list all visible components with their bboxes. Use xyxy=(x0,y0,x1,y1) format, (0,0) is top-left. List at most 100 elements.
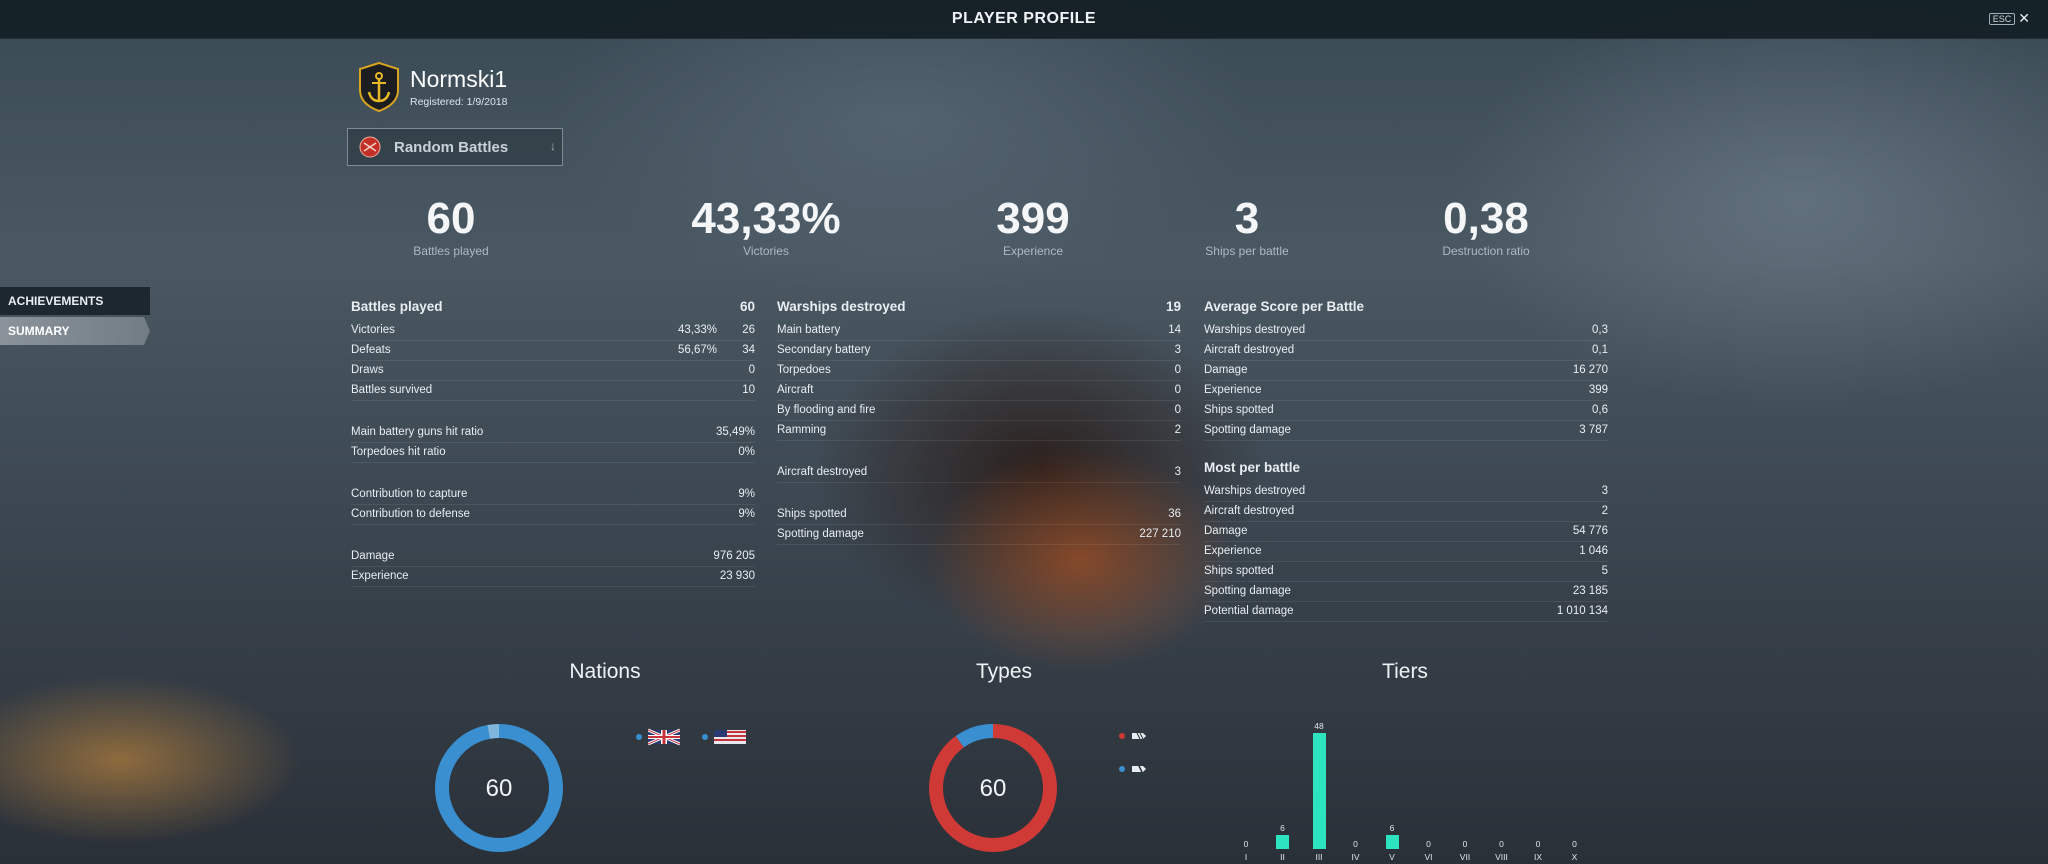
anchor-rank-icon xyxy=(359,62,399,112)
stat-value: 2 xyxy=(1174,424,1181,436)
big-stat-label: Experience xyxy=(1002,244,1064,258)
tier-count-label: 6 xyxy=(1389,822,1395,833)
stat-label: Defeats xyxy=(351,344,391,356)
nav-item-achievements[interactable]: ACHIEVEMENTS xyxy=(0,287,150,315)
stat-value: 23 930 xyxy=(719,570,755,582)
tier-axis-label: VII xyxy=(1459,852,1471,862)
stat-row: Ships spotted 36 xyxy=(777,505,1181,525)
types-total: 60 xyxy=(980,775,1007,802)
stat-label: Torpedoes hit ratio xyxy=(351,446,446,458)
stat-value: 0,3 xyxy=(1592,324,1608,336)
stat-value: 1 010 134 xyxy=(1556,605,1608,617)
stat-label: Spotting damage xyxy=(1204,424,1291,436)
big-stat-label: Destruction ratio xyxy=(1442,244,1530,258)
stat-label: Experience xyxy=(1204,545,1262,557)
stat-label: Damage xyxy=(1204,364,1248,376)
tier-count-label: 6 xyxy=(1280,822,1285,833)
types-legend-battleship xyxy=(1119,764,1149,774)
average-score-column: Average Score per Battle Warships destro… xyxy=(1204,296,1608,622)
tier-bar xyxy=(1312,733,1326,849)
nav-item-summary[interactable]: SUMMARY xyxy=(0,317,150,345)
legend-dot xyxy=(1119,766,1125,772)
tier-column-IX[interactable]: 0 IX xyxy=(1528,839,1548,864)
stat-label: Ships spotted xyxy=(1204,404,1274,416)
battle-mode-dropdown[interactable]: Random Battles ↓ xyxy=(347,128,563,166)
nations-legend xyxy=(636,728,746,746)
stat-value: 3 xyxy=(1174,466,1181,478)
tiers-title: Tiers xyxy=(1382,660,1428,683)
tier-bar xyxy=(1276,834,1289,849)
big-stat-destruction-ratio: 0,38 Destruction ratio xyxy=(1386,194,1586,258)
big-stat-experience: 399 Experience xyxy=(933,194,1133,258)
stat-row: Ships spotted 5 xyxy=(1204,562,1608,582)
stat-label: Potential damage xyxy=(1204,605,1294,617)
big-stat-ships-per-battle: 3 Ships per battle xyxy=(1147,194,1347,258)
stat-row: Secondary battery 3 xyxy=(777,341,1181,361)
close-button[interactable]: ESC ✕ xyxy=(1988,10,2030,27)
stat-value: 2 xyxy=(1601,505,1608,517)
stat-label: Contribution to capture xyxy=(351,488,468,500)
tier-axis-label: V xyxy=(1389,852,1395,862)
tier-column-VI[interactable]: 0 VI xyxy=(1419,839,1439,864)
stat-value: 34 xyxy=(742,344,755,356)
stat-row: Contribution to capture 9% xyxy=(351,485,755,505)
tier-axis-label: III xyxy=(1315,852,1323,862)
stat-value: 0,1 xyxy=(1592,344,1608,356)
stat-row: Battles survived 10 xyxy=(351,381,755,401)
registered-date: Registered: 1/9/2018 xyxy=(410,96,508,108)
tier-count-label: 0 xyxy=(1499,839,1504,849)
tier-column-VII[interactable]: 0 VII xyxy=(1455,839,1475,864)
tier-column-III[interactable]: 48 III xyxy=(1309,721,1329,864)
us-flag-icon xyxy=(714,730,746,744)
random-battles-icon xyxy=(359,136,381,158)
nations-total: 60 xyxy=(486,775,513,802)
tier-count-label: 48 xyxy=(1314,721,1324,731)
stat-label: Damage xyxy=(1204,525,1248,537)
stat-value: 10 xyxy=(742,384,755,396)
tier-column-VIII[interactable]: 0 VIII xyxy=(1492,839,1512,864)
esc-key-hint: ESC xyxy=(1988,12,2016,25)
stat-value: 0 xyxy=(1174,404,1181,416)
types-segment-1[interactable] xyxy=(929,724,1057,852)
big-stat-victories: 43,33% Victories xyxy=(666,194,866,258)
stat-row: Torpedoes 0 xyxy=(777,361,1181,381)
stat-label: Spotting damage xyxy=(1204,585,1291,597)
stat-label: Victories xyxy=(351,324,395,336)
tiers-bar-chart: 0 I 6 II 48 III 0 IV 6 V 0 VI 0 VII 0 VIII 0 IX 0 X xyxy=(1236,710,1586,864)
tier-count-label: 0 xyxy=(1426,839,1431,849)
stat-row: Defeats 56,67% 34 xyxy=(351,341,755,361)
tier-count-label: 0 xyxy=(1535,839,1541,849)
stat-percent: 56,67% xyxy=(677,344,717,356)
stat-value: 3 xyxy=(1601,485,1608,497)
stat-label: Aircraft destroyed xyxy=(1204,505,1295,517)
close-icon[interactable]: ✕ xyxy=(2018,10,2030,26)
stat-label: Ships spotted xyxy=(1204,565,1274,577)
column-title-value: 60 xyxy=(739,299,755,314)
stat-value: 36 xyxy=(1168,508,1181,520)
stat-row: Torpedoes hit ratio 0% xyxy=(351,443,755,463)
stat-row: Aircraft destroyed 0,1 xyxy=(1204,341,1608,361)
stat-row: Spotting damage 227 210 xyxy=(777,525,1181,545)
nations-title: Nations xyxy=(569,660,641,683)
stat-value: 976 205 xyxy=(713,550,755,562)
stat-row: Experience 1 046 xyxy=(1204,542,1608,562)
types-legend-cruiser xyxy=(1119,731,1149,741)
nations-segment-1[interactable] xyxy=(435,724,563,852)
big-stat-value: 43,33% xyxy=(691,194,841,243)
tier-bar xyxy=(1385,834,1399,849)
tier-column-IV[interactable]: 0 IV xyxy=(1346,839,1366,864)
battleship-icon xyxy=(1132,765,1146,773)
types-donut-chart: 60 xyxy=(929,724,1057,852)
stat-row: Damage 16 270 xyxy=(1204,361,1608,381)
tier-axis-label: VIII xyxy=(1495,852,1508,862)
tier-axis-label: VI xyxy=(1424,852,1433,862)
stat-label: Secondary battery xyxy=(777,344,871,356)
player-name: Normski1 xyxy=(410,66,508,92)
stat-label: Main battery guns hit ratio xyxy=(351,426,484,438)
nations-donut-chart: 60 xyxy=(435,724,563,852)
stat-value: 54 776 xyxy=(1572,525,1608,537)
tier-column-II[interactable]: 6 II xyxy=(1273,823,1293,864)
